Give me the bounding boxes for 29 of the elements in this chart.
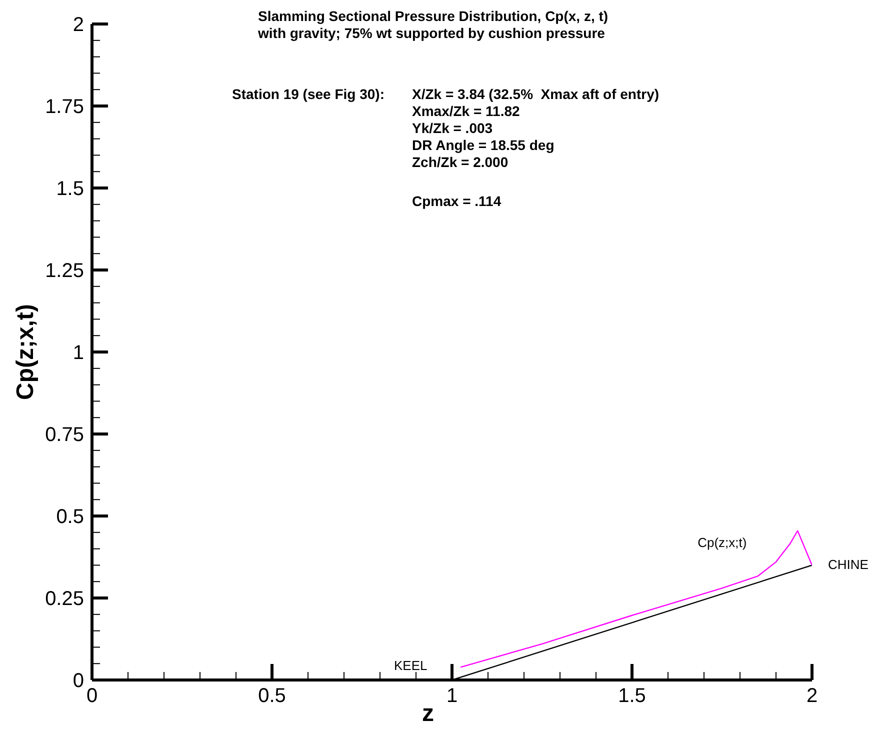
y-tick-label: 0 xyxy=(72,670,84,692)
y-tick-label: 2 xyxy=(72,14,84,36)
x-tick-label: 0 xyxy=(86,685,98,707)
x-tick-label: 2 xyxy=(806,685,818,707)
annotation: KEEL xyxy=(394,658,428,673)
x-axis-title: z xyxy=(422,700,434,728)
annotation: Station 19 (see Fig 30): xyxy=(232,86,384,102)
x-tick-label: 0.5 xyxy=(258,685,286,707)
chart-subtitle: with gravity; 75% wt supported by cushion pressure xyxy=(258,25,606,42)
y-tick-label: 1.25 xyxy=(45,260,84,282)
y-tick-label: 1 xyxy=(72,342,84,364)
annotation: X/Zk = 3.84 (32.5% Xmax aft of entry) xyxy=(412,86,660,102)
x-tick-label: 1 xyxy=(446,685,458,707)
y-tick-label: 0.25 xyxy=(45,588,84,610)
y-tick-label: 1.75 xyxy=(45,96,84,118)
annotation: Cpmax = .114 xyxy=(412,193,502,209)
line-series xyxy=(460,530,812,668)
x-tick-label: 1.5 xyxy=(618,685,646,707)
y-axis-title: Cp(z;x,t) xyxy=(12,304,40,400)
y-tick-label: 0.5 xyxy=(56,506,84,528)
chart-title: Slamming Sectional Pressure Distribution, Cp(x, z, t) xyxy=(258,8,608,25)
annotation: Zch/Zk = 2.000 xyxy=(412,154,508,170)
y-tick-label: 0.75 xyxy=(45,424,84,446)
y-tick-label: 1.5 xyxy=(56,178,84,200)
annotation: Xmax/Zk = 11.82 xyxy=(412,103,520,119)
text: Cp(z;x;t) xyxy=(698,534,747,550)
annotation: Yk/Zk = .003 xyxy=(412,120,493,136)
annotation: CHINE xyxy=(828,557,868,572)
annotation: DR Angle = 18.55 deg xyxy=(412,137,554,153)
